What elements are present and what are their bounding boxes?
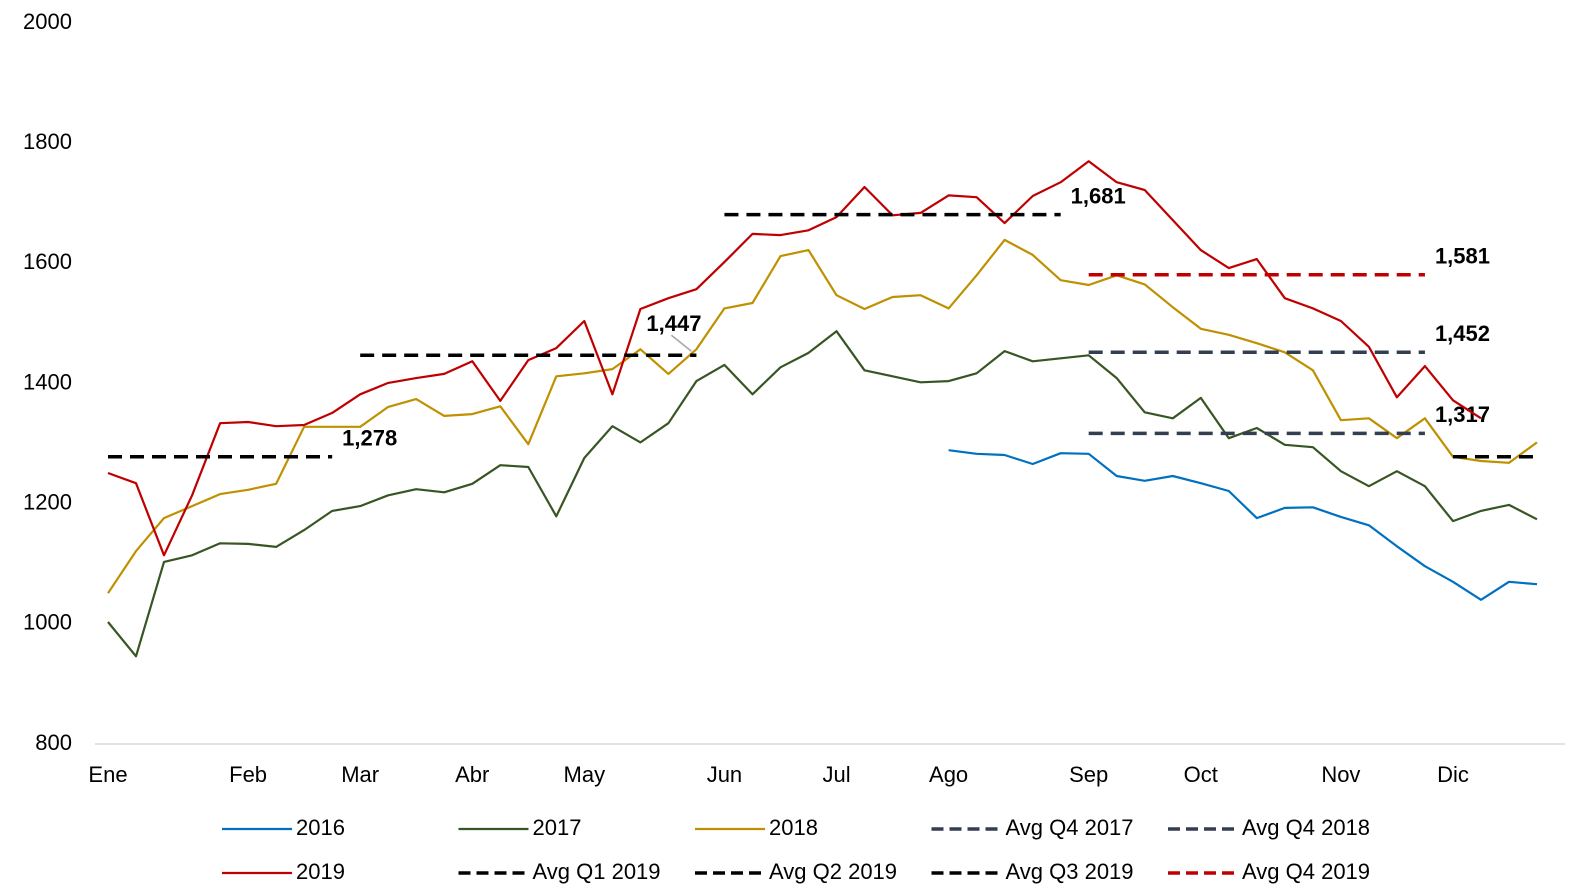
x-tick-label: Dic (1437, 762, 1469, 787)
data-label: 1,452 (1435, 321, 1490, 346)
legend-label: Avg Q2 2019 (769, 859, 897, 884)
y-tick-label: 1600 (23, 249, 72, 274)
series-line (107, 238, 1538, 594)
x-tick-label: Nov (1321, 762, 1360, 787)
legend-label: 2018 (769, 815, 818, 840)
y-tick-label: 800 (35, 730, 72, 755)
y-tick-label: 1400 (23, 369, 72, 394)
x-tick-label: Sep (1069, 762, 1108, 787)
x-tick-label: Mar (341, 762, 379, 787)
legend-label: 2019 (296, 859, 345, 884)
data-label: 1,581 (1435, 244, 1490, 269)
legend-label: Avg Q3 2019 (1006, 859, 1134, 884)
x-tick-label: Feb (229, 762, 267, 787)
x-tick-label: Abr (455, 762, 489, 787)
y-tick-label: 2000 (23, 9, 72, 34)
data-label: 1,447 (646, 311, 701, 336)
data-label: 1,278 (342, 426, 397, 451)
y-tick-label: 1000 (23, 610, 72, 635)
series-line (948, 449, 1538, 601)
y-tick-label: 1800 (23, 129, 72, 154)
legend-label: Avg Q1 2019 (533, 859, 661, 884)
x-tick-label: Ene (88, 762, 127, 787)
y-tick-label: 1200 (23, 489, 72, 514)
legend-label: Avg Q4 2017 (1006, 815, 1134, 840)
x-tick-label: Jul (822, 762, 850, 787)
x-tick-label: May (564, 762, 606, 787)
data-label: 1,681 (1071, 183, 1126, 208)
series-line (107, 160, 1482, 557)
legend-label: Avg Q4 2018 (1242, 815, 1370, 840)
legend-label: Avg Q4 2019 (1242, 859, 1370, 884)
legend-label: 2017 (533, 815, 582, 840)
x-tick-label: Oct (1184, 762, 1218, 787)
series-line (107, 330, 1538, 658)
legend-label: 2016 (296, 815, 345, 840)
leader-line (670, 334, 692, 352)
x-tick-label: Jun (707, 762, 742, 787)
x-tick-label: Ago (929, 762, 968, 787)
